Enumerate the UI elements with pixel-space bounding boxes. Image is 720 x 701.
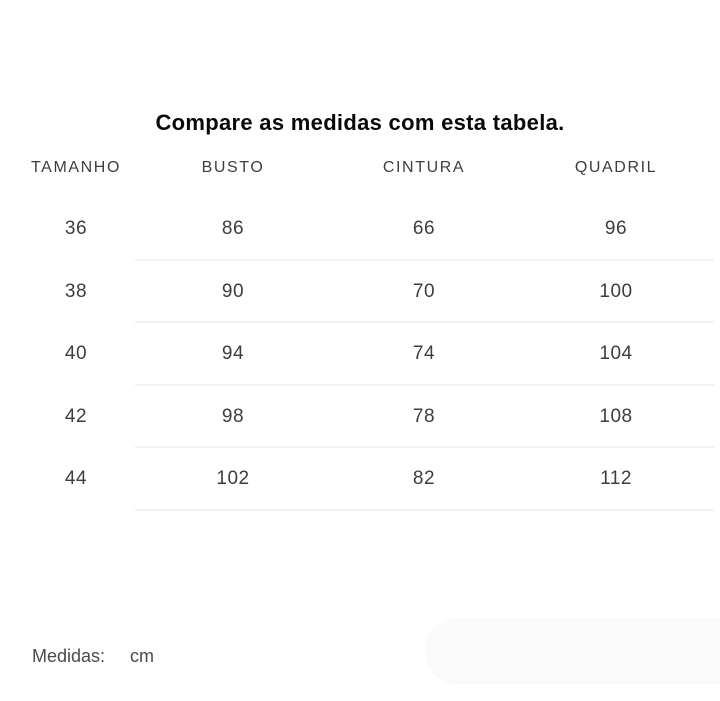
header-cell-tamanho: TAMANHO xyxy=(30,159,121,176)
measurements-label: Medidas: xyxy=(32,646,106,666)
page-title: Compare as medidas com esta tabela. xyxy=(155,110,565,135)
table-row: 44 102 82 112 xyxy=(0,448,720,511)
cell-cintura: 74 xyxy=(412,343,436,365)
cell-quadril: 108 xyxy=(599,405,633,427)
cell-busto: 98 xyxy=(221,405,245,427)
cell-quadril: 96 xyxy=(604,218,628,240)
faint-pill-background xyxy=(425,618,720,684)
size-table: TAMANHO BUSTO CINTURA QUADRIL 36 86 66 9… xyxy=(0,156,720,511)
cell-busto: 102 xyxy=(216,468,250,490)
cell-busto: 94 xyxy=(221,343,245,365)
table-row: 36 86 66 96 xyxy=(0,198,720,261)
cell-cintura: 66 xyxy=(412,218,436,240)
measurements-unit-note: Medidas: cm xyxy=(32,646,154,667)
cell-tamanho: 36 xyxy=(64,218,88,240)
cell-quadril: 100 xyxy=(599,280,633,302)
header-cell-cintura: CINTURA xyxy=(382,159,466,176)
cell-tamanho: 44 xyxy=(64,468,88,490)
table-row: 42 98 78 108 xyxy=(0,386,720,449)
header-cell-quadril: QUADRIL xyxy=(574,159,658,176)
measurements-unit: cm xyxy=(130,646,155,666)
cell-quadril: 104 xyxy=(599,343,633,365)
cell-cintura: 70 xyxy=(412,280,436,302)
table-row: 40 94 74 104 xyxy=(0,323,720,386)
cell-tamanho: 42 xyxy=(64,405,88,427)
cell-cintura: 82 xyxy=(412,468,436,490)
cell-busto: 86 xyxy=(221,218,245,240)
cell-tamanho: 40 xyxy=(64,343,88,365)
table-row: 38 90 70 100 xyxy=(0,261,720,324)
table-body: 36 86 66 96 38 90 70 100 40 94 74 104 42… xyxy=(0,198,720,511)
cell-tamanho: 38 xyxy=(64,280,88,302)
cell-quadril: 112 xyxy=(600,468,632,490)
header-cell-busto: BUSTO xyxy=(201,159,265,176)
cell-busto: 90 xyxy=(221,280,245,302)
table-header-row: TAMANHO BUSTO CINTURA QUADRIL xyxy=(0,156,720,180)
cell-cintura: 78 xyxy=(412,405,436,427)
